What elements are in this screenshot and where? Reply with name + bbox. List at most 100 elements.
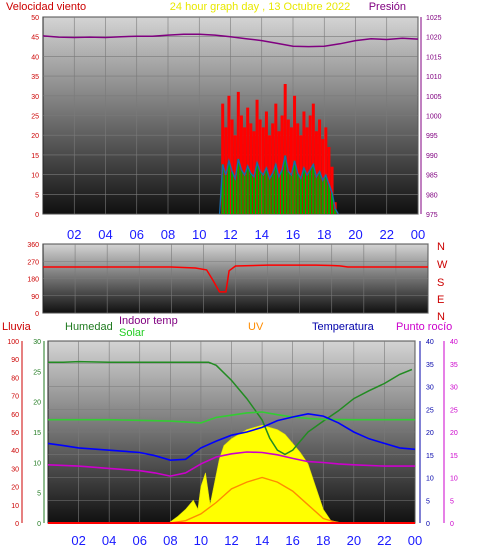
wind-speed-tick-label: 50 <box>31 15 39 22</box>
pressure-tick-label: 1010 <box>426 74 442 81</box>
humidity-tick-label: 20 <box>33 400 41 407</box>
rain-tick-label: 30 <box>11 466 19 473</box>
time-tick-label: 22 <box>380 227 394 242</box>
humidity-tick-label: 0 <box>37 521 41 528</box>
time-tick-label: 08 <box>161 227 175 242</box>
direction-axis: 0 90 180 270 360 <box>27 242 39 318</box>
time-tick-label: 10 <box>192 227 206 242</box>
time-tick-label: 14 <box>255 227 269 242</box>
uv-label: UV <box>248 321 264 333</box>
temperature-tick-label: 40 <box>426 339 434 346</box>
dewpoint-tick-label: 35 <box>450 362 458 369</box>
solar-area <box>167 424 344 524</box>
time-tick-label: 20 <box>348 227 362 242</box>
time-tick-label: 12 <box>223 227 237 242</box>
time-tick-label: 02 <box>67 227 81 242</box>
time-tick-label: 02 <box>71 533 85 548</box>
wind-speed-axis-label: Velocidad viento <box>6 1 86 13</box>
pressure-tick-label: 1005 <box>426 94 442 101</box>
solar-label: Solar <box>119 327 145 339</box>
humidity-line <box>48 360 413 456</box>
time-tick-label: 08 <box>163 533 177 548</box>
compass-n-top: N <box>437 241 445 253</box>
compass-s: S <box>437 277 444 289</box>
temperature-tick-label: 15 <box>426 453 434 460</box>
time-tick-label: 18 <box>317 227 331 242</box>
wind-speed-tick-label: 45 <box>31 35 39 42</box>
pressure-tick-label: 985 <box>426 173 438 180</box>
time-tick-label: 06 <box>130 227 144 242</box>
humidity-tick-label: 15 <box>33 430 41 437</box>
direction-tick-label: 90 <box>31 294 39 301</box>
dewpoint-tick-label: 25 <box>450 407 458 414</box>
dewpoint-tick-label: 10 <box>450 476 458 483</box>
temperature-tick-label: 30 <box>426 385 434 392</box>
dewpoint-tick-label: 30 <box>450 385 458 392</box>
wind-time-axis: 02 04 06 08 10 12 14 16 18 20 22 00 <box>67 227 425 242</box>
direction-tick-label: 0 <box>35 311 39 318</box>
wind-speed-tick-label: 5 <box>35 192 39 199</box>
time-tick-label: 18 <box>316 533 330 548</box>
dewpoint-axis-label: Punto rocío <box>396 321 452 333</box>
rain-tick-label: 90 <box>11 357 19 364</box>
solar-series <box>167 424 344 524</box>
uv-line <box>170 476 339 524</box>
compass-w: W <box>437 259 448 271</box>
rain-tick-label: 0 <box>15 521 19 528</box>
dewpoint-tick-label: 15 <box>450 453 458 460</box>
time-tick-label: 04 <box>98 227 112 242</box>
wind-grid <box>43 16 419 215</box>
temperature-tick-label: 10 <box>426 476 434 483</box>
time-tick-label: 20 <box>347 533 361 548</box>
pressure-tick-label: 995 <box>426 133 438 140</box>
wind-speed-tick-label: 10 <box>31 173 39 180</box>
pressure-tick-label: 1020 <box>426 35 442 42</box>
time-tick-label: 12 <box>224 533 238 548</box>
dewpoint-tick-label: 0 <box>450 521 454 528</box>
time-tick-label: 10 <box>194 533 208 548</box>
dewpoint-line <box>47 451 415 477</box>
compass-labels: N W S E N <box>437 241 448 323</box>
dewpoint-tick-label: 5 <box>450 498 454 505</box>
chart-title: 24 hour graph day , 13 Octubre 2022 <box>170 1 350 13</box>
pressure-tick-label: 1000 <box>426 114 442 121</box>
direction-tick-label: 360 <box>27 242 39 249</box>
time-tick-label: 14 <box>255 533 269 548</box>
time-tick-label: 06 <box>133 533 147 548</box>
dewpoint-tick-label: 20 <box>450 430 458 437</box>
rain-tick-label: 70 <box>11 394 19 401</box>
wind-speed-tick-label: 35 <box>31 74 39 81</box>
wind-speed-tick-label: 15 <box>31 153 39 160</box>
indoor-temp-label: Indoor temp <box>119 315 178 327</box>
humidity-axis-label: Humedad <box>65 321 113 333</box>
wind-speed-line <box>218 155 339 215</box>
climate-axes: 0102030405060708090100051015202530051015… <box>7 339 458 528</box>
climate-series <box>47 360 416 524</box>
pressure-tick-label: 1025 <box>426 15 442 22</box>
indoor-temp-line <box>48 411 415 424</box>
wind-speed-series <box>218 83 339 215</box>
direction-tick-label: 270 <box>27 259 39 266</box>
pressure-series <box>42 33 419 48</box>
direction-line <box>43 264 428 293</box>
rain-tick-label: 40 <box>11 448 19 455</box>
rain-tick-label: 10 <box>11 503 19 510</box>
pressure-tick-label: 980 <box>426 192 438 199</box>
wind-speed-tick-label: 20 <box>31 133 39 140</box>
pressure-axis-label: Presión <box>369 1 406 13</box>
time-tick-label: 04 <box>102 533 116 548</box>
rain-tick-label: 60 <box>11 412 19 419</box>
pressure-line <box>42 33 419 48</box>
pressure-axis: 975 980 985 990 995 1000 1005 1010 1015 1020 1025 <box>420 15 442 219</box>
wind-direction-panel: 0 90 180 270 360 N W S E N <box>27 241 448 323</box>
time-tick-label: 16 <box>285 533 299 548</box>
humidity-tick-label: 10 <box>33 460 41 467</box>
temperature-tick-label: 35 <box>426 362 434 369</box>
climate-time-axis: 02 04 06 08 10 12 14 16 18 20 22 00 <box>71 533 422 548</box>
rain-axis-label: Lluvia <box>2 321 32 333</box>
rain-tick-label: 80 <box>11 375 19 382</box>
rain-tick-label: 50 <box>11 430 19 437</box>
humidity-tick-label: 30 <box>33 339 41 346</box>
direction-series <box>43 264 428 293</box>
